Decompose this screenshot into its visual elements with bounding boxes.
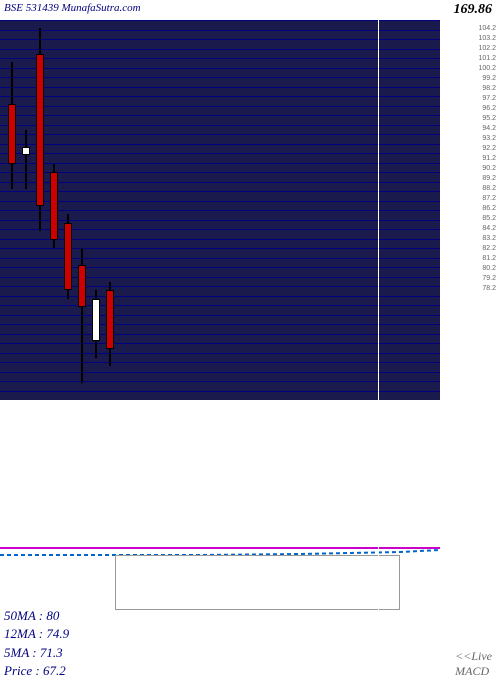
- vertical-cursor-line: [378, 20, 379, 640]
- ma50-label: 50MA : 80: [4, 607, 69, 625]
- indicator-box: [115, 555, 400, 610]
- price-info-label: Price : 67.2: [4, 662, 69, 680]
- ma12-label: 12MA : 74.9: [4, 625, 69, 643]
- ticker-label: BSE 531439: [4, 2, 59, 14]
- info-box: 50MA : 80 12MA : 74.9 5MA : 71.3 Price :…: [4, 607, 69, 680]
- chart-header: BSE 531439 MunafaSutra.com: [4, 2, 141, 14]
- chart-grid: [0, 20, 440, 400]
- price-label: 169.86: [454, 2, 493, 18]
- indicator-panel: [0, 400, 500, 620]
- ma5-label: 5MA : 71.3: [4, 644, 69, 662]
- macd-line2: MACD: [455, 664, 492, 680]
- source-label: MunafaSutra.com: [61, 2, 140, 14]
- macd-line1: <<Live: [455, 649, 492, 665]
- macd-label: <<Live MACD: [455, 649, 492, 680]
- candlestick-chart: 104.2103.2102.2101.2100.299.298.297.296.…: [0, 20, 500, 400]
- y-axis-labels: 104.2103.2102.2101.2100.299.298.297.296.…: [446, 20, 496, 400]
